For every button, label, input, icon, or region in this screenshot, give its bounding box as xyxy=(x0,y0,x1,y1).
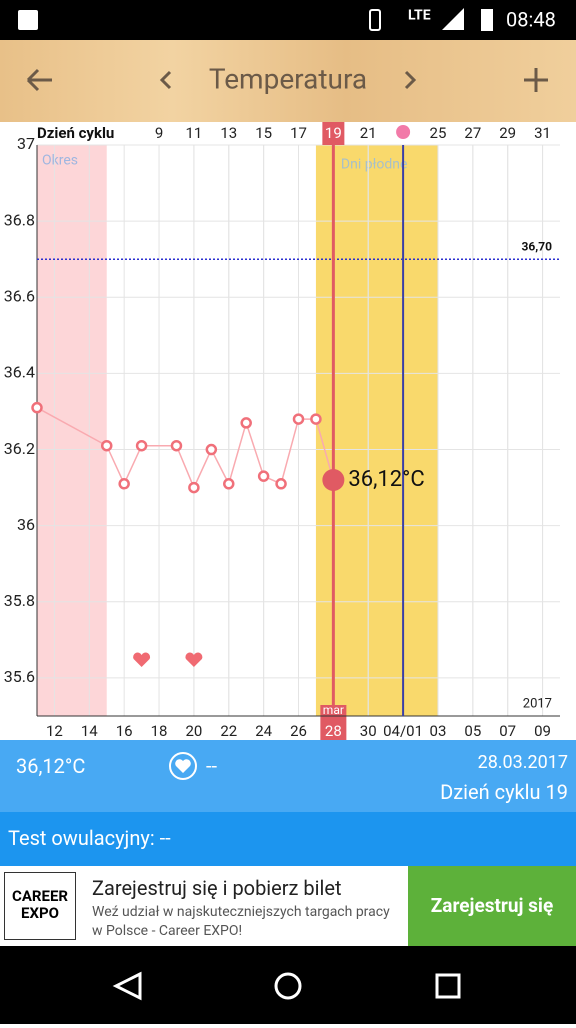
heart-marker xyxy=(133,652,151,667)
period-label: Okres xyxy=(42,153,78,169)
temperature-point xyxy=(257,470,270,482)
x-tick-label: 15 xyxy=(255,124,272,142)
app-header: Temperatura xyxy=(0,40,576,122)
value-label: 36,12°C xyxy=(348,467,424,492)
temperature-point xyxy=(205,443,218,456)
prev-button[interactable] xyxy=(159,70,172,90)
status-bar: LTE 08:48 xyxy=(0,0,576,40)
x2-tick-label: 24 xyxy=(255,722,272,740)
ad-title: Zarejestruj się i pobierz bilet xyxy=(92,876,342,900)
ad-logo: CAREER EXPO xyxy=(4,872,76,940)
x-tick-label: 29 xyxy=(499,124,516,142)
selected-bottom-box xyxy=(320,705,347,740)
temperature-point xyxy=(135,439,148,452)
temperature-point xyxy=(31,401,43,414)
x-tick-label: 31 xyxy=(534,124,551,142)
x2-tick-label: 04/01 xyxy=(383,722,423,740)
chart-body: Okres Dni płodne 35.6 35.8 36 36.2 36.4 36.6 36.… xyxy=(4,122,560,740)
x2-tick-label: 07 xyxy=(499,722,516,740)
x-tick-label: 11 xyxy=(185,124,202,142)
status-icons: LTE 08:48 xyxy=(18,7,556,31)
nav-recent[interactable] xyxy=(435,973,461,999)
x-tick-label: 27 xyxy=(464,124,481,142)
add-button[interactable] xyxy=(524,68,548,92)
x2-tick-label: 03 xyxy=(430,722,447,740)
y-tick-label: 36.4 xyxy=(4,363,35,382)
next-button[interactable] xyxy=(404,70,417,90)
summary-cycle-day: Dzień cyklu 19 xyxy=(440,780,568,804)
summary-temperature: 36,12°C xyxy=(16,754,86,778)
x2-tick-label: 05 xyxy=(464,722,481,740)
x-axis-title: Dzień cyklu xyxy=(37,124,114,142)
temperature-point xyxy=(310,413,322,425)
time: 08:48 xyxy=(506,7,556,31)
x2-tick-label: 09 xyxy=(534,722,551,740)
y-tick-label: 36.2 xyxy=(4,439,35,458)
x-tick-label: 17 xyxy=(290,124,307,142)
x-tick-label: 9 xyxy=(155,124,163,142)
temperature-point xyxy=(188,481,200,494)
temperature-point xyxy=(240,417,252,429)
header-title: Temperatura xyxy=(209,62,367,95)
nav-back[interactable] xyxy=(112,971,142,1001)
temperature-point xyxy=(170,439,183,452)
clipboard-icon xyxy=(18,10,38,30)
network: LTE xyxy=(408,8,431,24)
ovulation-test-row[interactable]: Test owulacyjny: -- xyxy=(0,812,576,866)
temperature-point xyxy=(292,413,305,425)
back-button[interactable] xyxy=(26,68,52,92)
period-band xyxy=(37,145,107,716)
x2-tick-label: 20 xyxy=(185,722,202,740)
y-tick-label: 37 xyxy=(17,134,35,153)
x2-tick-label: 30 xyxy=(360,722,377,740)
x-tick-label: 25 xyxy=(430,124,447,142)
header-bar: Temperatura xyxy=(26,62,548,95)
summary-panel: 36,12°C -- 28.03.2017 Dzień cyklu 19 xyxy=(0,740,576,812)
x2-tick-label: 18 xyxy=(151,722,168,740)
x2-tick-label: 26 xyxy=(290,722,307,740)
y-tick-label: 36.6 xyxy=(4,286,35,305)
y-tick-label: 35.6 xyxy=(4,667,35,686)
temperature-point xyxy=(100,439,113,452)
x2-tick-label: 14 xyxy=(81,722,98,740)
y-tick-label: 36 xyxy=(17,515,35,534)
nav-icons xyxy=(112,971,461,1001)
ad-text: Weź udział w najskuteczniejszych targach… xyxy=(92,904,390,939)
selected-top-box xyxy=(322,122,345,145)
fertile-label: Dni płodne xyxy=(341,157,407,173)
year-label: 2017 xyxy=(523,696,552,711)
x2-tick-label: 12 xyxy=(46,722,63,740)
temperature-line xyxy=(36,407,335,490)
ad-button[interactable]: Zarejestruj się xyxy=(408,866,576,946)
selected-point xyxy=(322,468,345,491)
temperature-point xyxy=(118,478,130,490)
ad-banner[interactable]: CAREER EXPO Zarejestruj się i pobierz bi… xyxy=(0,866,576,946)
chart: Okres Dni płodne 35.6 35.8 36 36.2 36.4 36.6 36.… xyxy=(4,122,560,740)
y-tick-label: 36.8 xyxy=(4,210,35,229)
vibrate-icon xyxy=(369,9,381,31)
summary-heart-value: -- xyxy=(206,754,218,778)
nav-home[interactable] xyxy=(274,972,302,1000)
heart-icon[interactable] xyxy=(168,752,200,782)
ovulation-test-label: Test owulacyjny: -- xyxy=(8,826,171,850)
x-tick-label: 19 xyxy=(325,124,342,142)
heart-marker xyxy=(185,652,203,667)
ovulation-marker xyxy=(396,125,411,139)
x-tick-label: 13 xyxy=(220,124,237,142)
threshold-label: 36,70 xyxy=(522,239,553,253)
x2-tick-label: 16 xyxy=(116,722,133,740)
temperature-point xyxy=(275,478,287,490)
nav-bar xyxy=(0,946,576,1024)
temperature-point xyxy=(223,478,235,490)
battery-icon xyxy=(481,9,493,31)
x-tick-label: 21 xyxy=(360,124,377,142)
fertile-band xyxy=(315,145,438,716)
month-label: mar xyxy=(323,703,344,717)
x2-tick-label: 28 xyxy=(325,722,342,740)
x2-tick-label: 22 xyxy=(220,722,237,740)
summary-date: 28.03.2017 xyxy=(477,752,568,773)
y-tick-label: 35.8 xyxy=(4,591,35,610)
signal-icon xyxy=(442,8,464,30)
